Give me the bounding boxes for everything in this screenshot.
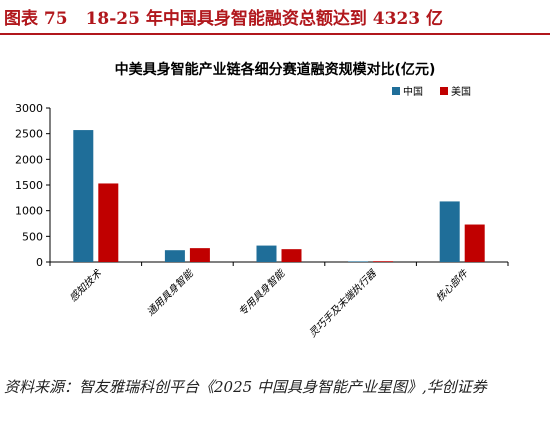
- legend-label: 中国: [403, 85, 423, 98]
- x-tick-label: 通用具身智能: [145, 267, 197, 319]
- legend-swatch: [440, 87, 448, 95]
- y-tick-label: 1000: [15, 205, 43, 218]
- bar-usa: [464, 224, 485, 262]
- y-tick-label: 2000: [15, 153, 43, 166]
- bar-usa: [98, 183, 119, 262]
- y-tick-label: 1500: [15, 179, 43, 192]
- bar-usa: [373, 261, 394, 262]
- chart-title: 中美具身智能产业链各细分赛道融资规模对比(亿元): [115, 61, 436, 78]
- source-note: 资料来源：智友雅瑞科创平台《2025 中国具身智能产业星图》,华创证券: [4, 378, 487, 396]
- figure-title: 18-25 年中国具身智能融资总额达到 4323 亿: [85, 9, 444, 29]
- bar-china: [348, 261, 369, 262]
- x-tick-label: 核心部件: [434, 267, 471, 304]
- bar-china: [256, 245, 277, 262]
- legend-swatch: [392, 87, 400, 95]
- y-tick-label: 0: [36, 256, 43, 269]
- bar-china: [439, 201, 460, 262]
- bar-usa: [281, 249, 302, 262]
- y-tick-label: 500: [22, 230, 43, 243]
- bar-chart: 中美具身智能产业链各细分赛道融资规模对比(亿元) 0 500 1000 1500 2000…: [15, 61, 509, 340]
- y-tick-label: 2500: [15, 128, 43, 141]
- x-tick-label: 专用具身智能: [236, 267, 288, 319]
- y-tick-label: 3000: [15, 102, 43, 115]
- figure-header: 图表 75 18-25 年中国具身智能融资总额达到 4323 亿: [0, 0, 550, 35]
- bar-china: [73, 130, 94, 262]
- bar-usa: [189, 248, 210, 262]
- figure-label: 图表 75: [4, 9, 68, 29]
- x-tick-label: 灵巧手及末端执行器: [307, 267, 380, 340]
- legend-label: 美国: [451, 85, 471, 98]
- bar-china: [164, 250, 185, 262]
- x-tick-label: 感知技术: [67, 267, 104, 304]
